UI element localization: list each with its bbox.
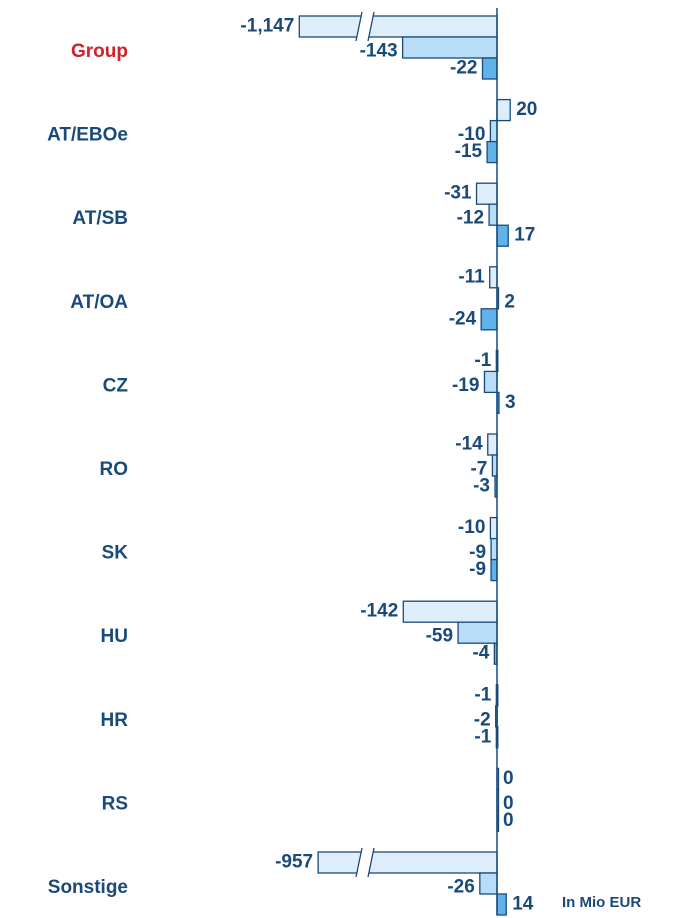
value-label: -957 [275,852,313,873]
value-label: 0 [503,768,514,789]
axis-break-line [355,847,363,878]
bar [483,370,498,394]
value-label: -1 [474,350,491,371]
axis-break-line [355,11,363,42]
value-label: -12 [457,208,484,229]
category-label: SK [102,543,129,564]
bar [488,203,498,226]
axis-break-line [367,847,375,878]
category-label: RO [100,459,129,480]
bar [317,851,498,874]
bar [480,308,498,331]
bar [496,224,509,247]
value-label: -10 [458,517,485,538]
value-label: -11 [458,266,485,287]
value-label: -3 [473,476,490,497]
value-label: -1 [474,684,491,705]
category-label: RS [102,793,128,814]
value-label: -24 [449,308,477,329]
value-label: -19 [452,375,479,396]
value-label: -2 [474,709,491,730]
value-label: -31 [444,183,472,204]
value-label: 2 [504,291,515,312]
value-label: 0 [503,810,514,831]
bar [489,516,498,540]
value-label: 20 [516,99,537,120]
value-label: 17 [514,225,535,246]
value-label: -9 [469,542,486,563]
category-label: CZ [103,375,129,396]
bar [489,266,498,289]
value-label: -1,147 [240,16,294,37]
value-label: -142 [360,601,398,622]
value-label: -59 [426,626,453,647]
bar [496,98,511,122]
category-label: Sonstige [48,877,128,898]
unit-note: In Mio EUR [562,894,641,911]
value-label: -10 [458,124,485,145]
value-label: -4 [472,643,489,664]
category-label: HR [101,710,129,731]
value-label: -9 [469,559,486,580]
value-label: -7 [470,459,487,480]
category-label: HU [101,626,128,647]
bar [457,621,498,644]
bar [487,433,498,456]
bar [479,872,498,895]
bar [481,57,498,80]
value-label: 0 [503,793,514,814]
bar [298,15,498,38]
value-label: -15 [455,141,483,162]
category-label: AT/SB [72,208,128,229]
bar [402,600,498,623]
bar [490,537,498,561]
category-label: Group [71,41,128,62]
bar [401,36,498,59]
value-label: 14 [512,894,534,915]
value-label: 3 [505,392,516,413]
bar [486,140,498,164]
value-label: -22 [450,58,477,79]
bar [489,119,498,143]
value-label: -143 [360,41,398,62]
bar [496,893,507,916]
value-label: -1 [474,726,491,747]
axis-break-line [367,11,375,42]
value-label: -26 [447,877,474,898]
category-label: AT/OA [70,292,128,313]
value-label: -14 [455,434,483,455]
bar [475,182,498,205]
category-label: AT/EBOe [47,125,128,146]
bar [490,558,498,582]
